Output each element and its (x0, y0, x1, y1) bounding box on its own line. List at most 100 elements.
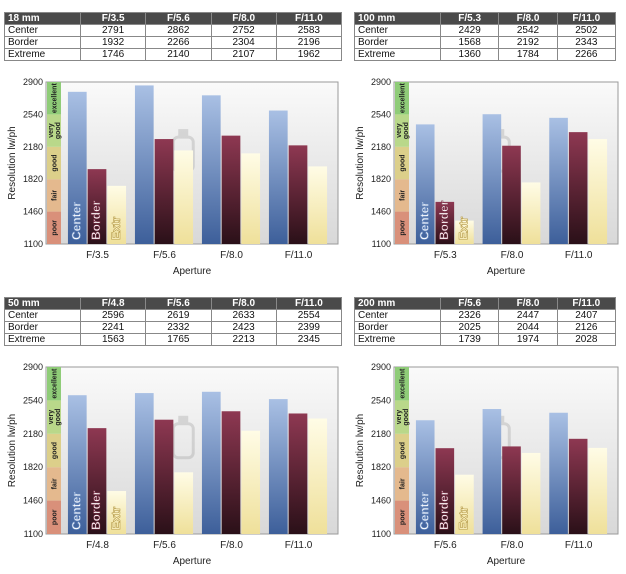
center-bar (549, 117, 568, 244)
table-cell: 2107 (210, 48, 277, 61)
x-tick-label: F/11.0 (285, 540, 313, 551)
quality-band-poor (47, 500, 61, 534)
y-tick-label: 1100 (372, 529, 391, 539)
extreme-bar (521, 182, 541, 244)
table-row-label: Extreme (4, 48, 81, 61)
quality-band-label: good (52, 442, 59, 459)
quality-band-label: excellent (52, 83, 59, 114)
series-label-center: Center (417, 492, 431, 530)
quality-band-text: very (396, 410, 403, 425)
extreme-bar (241, 153, 261, 244)
border-bar (87, 428, 107, 534)
table-header-cell: F/4.8 (79, 297, 147, 310)
quality-band-good (47, 433, 61, 468)
table-cell: 1360 (439, 48, 500, 61)
table-cell: 2028 (556, 333, 617, 346)
quality-band-very-good (395, 114, 409, 147)
center-bar (268, 399, 288, 534)
table-cell: 2502 (556, 24, 617, 37)
series-label-extr: Extr (109, 506, 123, 530)
x-tick-label: F/11.0 (565, 250, 593, 261)
table-title: 18 mm (4, 12, 81, 25)
y-tick-label: 1820 (23, 462, 43, 472)
extreme-bar (308, 166, 328, 244)
y-tick-label: 1100 (372, 239, 391, 249)
border-bar (288, 413, 308, 534)
x-tick-label: F/11.0 (565, 540, 593, 551)
quality-band-poor (395, 500, 409, 534)
y-tick-label: 1820 (371, 174, 391, 184)
quality-band-label: excellent (400, 83, 407, 114)
y-axis-label: Resolution lw/ph (355, 414, 366, 487)
y-tick-label: 2540 (23, 109, 43, 119)
center-bar (201, 391, 221, 534)
y-tick-label: 1100 (24, 239, 43, 249)
quality-band-text: good (52, 442, 59, 459)
series-label-extr: Extr (457, 216, 471, 240)
table-cell: 2241 (79, 321, 147, 334)
extreme-bar (308, 418, 328, 534)
table-header-cell: F/11.0 (556, 12, 617, 25)
table-row: Border 1932 2266 2304 2196 (4, 36, 343, 49)
table-18mm: 18 mm F/3.5 F/5.6 F/8.0 F/11.0 Center 2791 2862… (4, 12, 343, 61)
table-cell: 2266 (145, 36, 212, 49)
center-bar (415, 124, 435, 244)
table-row-label: Extreme (4, 333, 81, 346)
table-100mm: 100 mm F/5.3 F/8.0 F/11.0 Center 2429 2542 2502… (354, 12, 617, 61)
y-tick-label: 2180 (371, 142, 391, 152)
quality-band-text: poor (52, 509, 59, 525)
series-label-border: Border (89, 490, 103, 530)
quality-band-label: very good (48, 409, 62, 426)
quality-band-text: good (403, 122, 410, 139)
table-header-cell: F/8.0 (498, 297, 558, 310)
table-cell: 2399 (275, 321, 343, 334)
table-cell: 1746 (79, 48, 147, 61)
table-row: Extreme 1563 1765 2213 2345 (4, 333, 343, 346)
table-row: Extreme 1360 1784 2266 (354, 48, 617, 61)
extreme-bar (588, 139, 608, 244)
table-row: Border 2025 2044 2126 (354, 321, 617, 334)
table-header-cell: F/8.0 (498, 12, 558, 25)
center-bar (482, 409, 502, 534)
table-200mm: 200 mm F/5.6 F/8.0 F/11.0 Center 2326 2447 2407… (354, 297, 617, 346)
center-bar (482, 114, 502, 244)
x-axis-label: Aperture (487, 556, 526, 567)
quality-band-label: poor (400, 509, 407, 525)
table-row-label: Center (354, 24, 441, 37)
series-label-center: Center (69, 202, 83, 240)
table-cell: 2044 (498, 321, 558, 334)
center-bar (134, 85, 154, 244)
quality-band-fair (395, 467, 409, 501)
border-bar (154, 419, 174, 534)
quality-band-very-good (47, 114, 61, 147)
quality-band-fair (395, 179, 409, 212)
quality-band-poor (395, 211, 409, 244)
quality-band-label: poor (52, 220, 59, 236)
quality-band-text: poor (52, 220, 59, 236)
table-header-cell: F/8.0 (210, 297, 277, 310)
x-axis-label: Aperture (173, 266, 212, 277)
x-tick-label: F/8.0 (220, 250, 243, 261)
series-label-extr: Extr (109, 216, 123, 240)
border-bar (221, 411, 241, 534)
y-tick-label: 2900 (371, 362, 391, 372)
table-cell: 2542 (498, 24, 558, 37)
x-axis-label: Aperture (487, 266, 526, 277)
center-bar (134, 393, 154, 534)
table-cell: 1784 (498, 48, 558, 61)
table-row: Center 2326 2447 2407 (354, 309, 617, 322)
quality-band-text: good (400, 154, 407, 171)
table-header-row: 200 mm F/5.6 F/8.0 F/11.0 (354, 297, 617, 310)
series-label-center: Center (69, 492, 83, 530)
extreme-bar (241, 430, 261, 534)
y-tick-label: 2900 (23, 362, 43, 372)
border-bar (568, 132, 588, 244)
table-row: Extreme 1746 2140 2107 1962 (4, 48, 343, 61)
quality-band-fair (47, 179, 61, 212)
y-tick-label: 2540 (371, 395, 391, 405)
table-header-cell: F/3.5 (79, 12, 147, 25)
quality-band-text: excellent (52, 368, 59, 399)
quality-band-text: fair (52, 190, 59, 201)
x-tick-label: F/4.8 (86, 540, 109, 551)
